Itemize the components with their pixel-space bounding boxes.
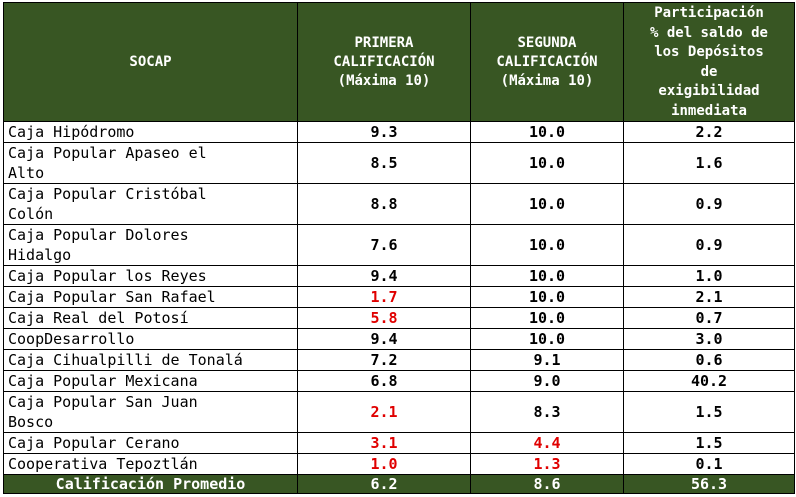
deposit-share-cell: 1.5 bbox=[623, 391, 795, 433]
second-rating-cell: 10.0 bbox=[470, 224, 624, 266]
table-row: Cooperativa Tepoztlán 1.0 1.3 0.1 bbox=[3, 453, 795, 475]
table-row: Caja Popular Cristóbal Colón 8.8 10.0 0.9 bbox=[3, 183, 795, 225]
deposit-share-cell: 3.0 bbox=[623, 328, 795, 350]
second-rating-cell: 10.0 bbox=[470, 142, 624, 184]
first-rating-cell: 5.8 bbox=[297, 307, 471, 329]
table-row: Caja Cihualpilli de Tonalá 7.2 9.1 0.6 bbox=[3, 349, 795, 371]
table-row: CoopDesarrollo 9.4 10.0 3.0 bbox=[3, 328, 795, 350]
second-rating-cell: 9.1 bbox=[470, 349, 624, 371]
second-rating-cell: 10.0 bbox=[470, 286, 624, 308]
first-rating-cell: 7.2 bbox=[297, 349, 471, 371]
deposit-share-cell: 0.6 bbox=[623, 349, 795, 371]
first-rating-cell: 9.3 bbox=[297, 121, 471, 143]
table-header: SOCAP PRIMERA CALIFICACIÓN (Máxima 10) S… bbox=[3, 2, 795, 122]
average-second-rating: 8.6 bbox=[470, 474, 624, 494]
first-rating-cell: 7.6 bbox=[297, 224, 471, 266]
first-rating-cell: 9.4 bbox=[297, 328, 471, 350]
table-row: Caja Popular San Juan Bosco 2.1 8.3 1.5 bbox=[3, 391, 795, 433]
deposit-share-cell: 1.0 bbox=[623, 265, 795, 287]
socap-ratings-table: SOCAP PRIMERA CALIFICACIÓN (Máxima 10) S… bbox=[3, 2, 795, 494]
average-first-rating: 6.2 bbox=[297, 474, 471, 494]
header-first-rating-label: PRIMERA CALIFICACIÓN (Máxima 10) bbox=[333, 34, 435, 89]
first-rating-cell: 1.0 bbox=[297, 453, 471, 475]
table-row: Caja Popular Mexicana 6.8 9.0 40.2 bbox=[3, 370, 795, 392]
deposit-share-cell: 0.9 bbox=[623, 183, 795, 225]
second-rating-cell: 10.0 bbox=[470, 121, 624, 143]
socap-name-cell: Caja Popular Apaseo el Alto bbox=[3, 142, 298, 184]
first-rating-cell: 3.1 bbox=[297, 432, 471, 454]
second-rating-cell: 4.4 bbox=[470, 432, 624, 454]
socap-name-cell: Caja Popular los Reyes bbox=[3, 265, 298, 287]
header-row: SOCAP PRIMERA CALIFICACIÓN (Máxima 10) S… bbox=[3, 2, 795, 122]
table-row: Caja Real del Potosí 5.8 10.0 0.7 bbox=[3, 307, 795, 329]
table-body: Caja Hipódromo 9.3 10.0 2.2 Caja Popular Apa… bbox=[3, 121, 795, 475]
header-deposit-share: Participación % del saldo de los Depósit… bbox=[623, 2, 795, 122]
header-socap-label: SOCAP bbox=[129, 53, 172, 70]
deposit-share-cell: 2.1 bbox=[623, 286, 795, 308]
socap-ratings-table-container: SOCAP PRIMERA CALIFICACIÓN (Máxima 10) S… bbox=[3, 2, 795, 494]
socap-name-cell: Caja Popular San Rafael bbox=[3, 286, 298, 308]
socap-name-cell: Caja Popular San Juan Bosco bbox=[3, 391, 298, 433]
deposit-share-cell: 0.1 bbox=[623, 453, 795, 475]
deposit-share-cell: 2.2 bbox=[623, 121, 795, 143]
average-row: Calificación Promedio 6.2 8.6 56.3 bbox=[3, 474, 795, 494]
socap-name-cell: Caja Popular Mexicana bbox=[3, 370, 298, 392]
header-first-rating: PRIMERA CALIFICACIÓN (Máxima 10) bbox=[297, 2, 471, 122]
second-rating-cell: 9.0 bbox=[470, 370, 624, 392]
second-rating-cell: 8.3 bbox=[470, 391, 624, 433]
deposit-share-cell: 40.2 bbox=[623, 370, 795, 392]
socap-name-cell: Caja Popular Dolores Hidalgo bbox=[3, 224, 298, 266]
socap-name-cell: Cooperativa Tepoztlán bbox=[3, 453, 298, 475]
first-rating-cell: 8.5 bbox=[297, 142, 471, 184]
second-rating-cell: 1.3 bbox=[470, 453, 624, 475]
table-row: Caja Hipódromo 9.3 10.0 2.2 bbox=[3, 121, 795, 143]
header-deposit-share-label: Participación % del saldo de los Depósit… bbox=[649, 5, 768, 119]
first-rating-cell: 9.4 bbox=[297, 265, 471, 287]
socap-name-cell: Caja Hipódromo bbox=[3, 121, 298, 143]
table-row: Caja Popular Apaseo el Alto 8.5 10.0 1.6 bbox=[3, 142, 795, 184]
table-row: Caja Popular San Rafael 1.7 10.0 2.1 bbox=[3, 286, 795, 308]
table-row: Caja Popular Dolores Hidalgo 7.6 10.0 0.9 bbox=[3, 224, 795, 266]
second-rating-cell: 10.0 bbox=[470, 328, 624, 350]
average-deposit-share: 56.3 bbox=[623, 474, 795, 494]
socap-name-cell: Caja Popular Cristóbal Colón bbox=[3, 183, 298, 225]
first-rating-cell: 1.7 bbox=[297, 286, 471, 308]
deposit-share-cell: 1.6 bbox=[623, 142, 795, 184]
first-rating-cell: 8.8 bbox=[297, 183, 471, 225]
first-rating-cell: 2.1 bbox=[297, 391, 471, 433]
second-rating-cell: 10.0 bbox=[470, 307, 624, 329]
socap-name-cell: Caja Real del Potosí bbox=[3, 307, 298, 329]
header-second-rating: SEGUNDA CALIFICACIÓN (Máxima 10) bbox=[470, 2, 624, 122]
header-socap: SOCAP bbox=[3, 2, 298, 122]
deposit-share-cell: 1.5 bbox=[623, 432, 795, 454]
table-footer: Calificación Promedio 6.2 8.6 56.3 bbox=[3, 474, 795, 494]
table-row: Caja Popular Cerano 3.1 4.4 1.5 bbox=[3, 432, 795, 454]
average-label: Calificación Promedio bbox=[3, 474, 298, 494]
second-rating-cell: 10.0 bbox=[470, 265, 624, 287]
second-rating-cell: 10.0 bbox=[470, 183, 624, 225]
deposit-share-cell: 0.7 bbox=[623, 307, 795, 329]
first-rating-cell: 6.8 bbox=[297, 370, 471, 392]
header-second-rating-label: SEGUNDA CALIFICACIÓN (Máxima 10) bbox=[496, 34, 598, 89]
table-row: Caja Popular los Reyes 9.4 10.0 1.0 bbox=[3, 265, 795, 287]
socap-name-cell: CoopDesarrollo bbox=[3, 328, 298, 350]
socap-name-cell: Caja Popular Cerano bbox=[3, 432, 298, 454]
socap-name-cell: Caja Cihualpilli de Tonalá bbox=[3, 349, 298, 371]
deposit-share-cell: 0.9 bbox=[623, 224, 795, 266]
